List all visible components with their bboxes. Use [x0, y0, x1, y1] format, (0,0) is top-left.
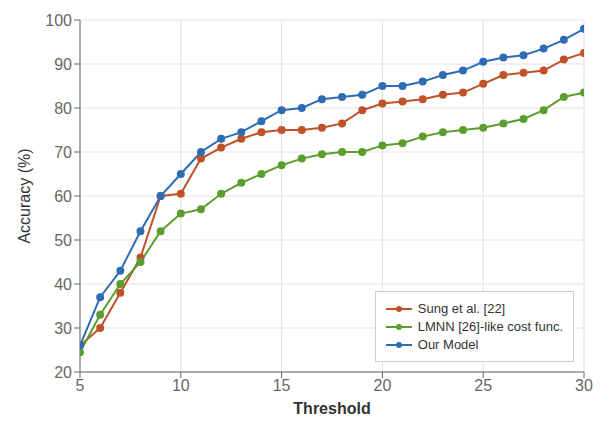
html-text:Our Model: Our Model — [417, 337, 479, 352]
svg-text:Accuracy (%): Accuracy (%) — [16, 148, 33, 243]
svg-text:20: 20 — [374, 377, 392, 394]
svg-text:20: 20 — [54, 364, 72, 381]
svg-text:70: 70 — [54, 144, 72, 161]
svg-text:60: 60 — [54, 188, 72, 205]
svg-text:30: 30 — [575, 377, 593, 394]
svg-text:40: 40 — [54, 276, 72, 293]
html-text:LMNN [26]-like cost func.: LMNN [26]-like cost func. — [417, 319, 563, 334]
svg-text:10: 10 — [172, 377, 190, 394]
svg-text:100: 100 — [45, 12, 72, 29]
html-text:Sung et al. [22]: Sung et al. [22] — [417, 301, 506, 316]
svg-text:50: 50 — [54, 232, 72, 249]
svg-text:80: 80 — [54, 100, 72, 117]
svg-text:5: 5 — [76, 377, 85, 394]
svg-text:15: 15 — [273, 377, 291, 394]
svg-text:Threshold: Threshold — [293, 400, 370, 417]
svg-text:90: 90 — [54, 56, 72, 73]
svg-text:30: 30 — [54, 320, 72, 337]
svg-text:25: 25 — [474, 377, 492, 394]
